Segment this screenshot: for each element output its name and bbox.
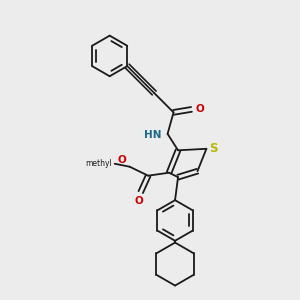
Text: O: O	[118, 155, 127, 165]
Text: O: O	[135, 196, 144, 206]
Text: O: O	[195, 104, 204, 114]
Text: methyl: methyl	[85, 159, 112, 168]
Text: S: S	[209, 142, 218, 155]
Text: HN: HN	[143, 130, 161, 140]
